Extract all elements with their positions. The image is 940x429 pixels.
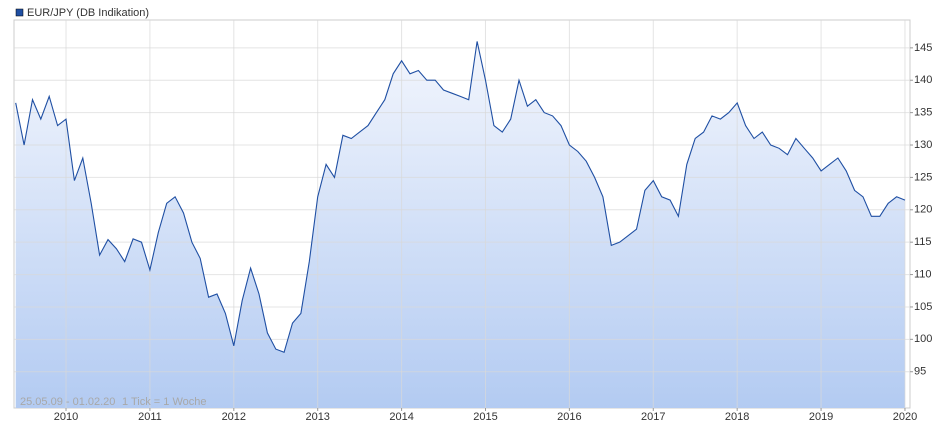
legend-swatch [15,8,24,17]
x-tick-label: 2012 [222,411,246,423]
footnote: 25.05.09 - 01.02.20 [20,396,115,408]
y-tick-label: 110 [914,268,932,280]
y-tick-label: 130 [914,139,932,151]
x-tick-label: 2020 [893,411,917,423]
y-tick-label: 105 [914,301,932,313]
x-tick-label: 2015 [473,411,497,423]
x-tick-label: 2011 [138,411,162,423]
y-tick-label: 115 [914,236,932,248]
y-tick-label: 125 [914,171,932,183]
x-tick-label: 2014 [389,411,413,423]
x-tick-label: 2019 [809,411,833,423]
footnote: 1 Tick = 1 Woche [122,396,206,408]
legend-label: EUR/JPY (DB Indikation) [27,7,149,19]
x-tick-label: 2018 [725,411,749,423]
y-tick-label: 140 [914,74,932,86]
y-tick-label: 100 [914,333,932,345]
x-tick-label: 2010 [54,411,78,423]
y-tick-label: 145 [914,42,932,54]
area [15,41,905,409]
y-tick-label: 95 [914,366,926,378]
x-tick-label: 2013 [305,411,329,423]
y-tick-label: 135 [914,107,932,119]
y-tick-label: 120 [914,204,932,216]
x-tick-label: 2017 [641,411,665,423]
line [15,41,906,354]
x-tick-label: 2016 [557,411,581,423]
